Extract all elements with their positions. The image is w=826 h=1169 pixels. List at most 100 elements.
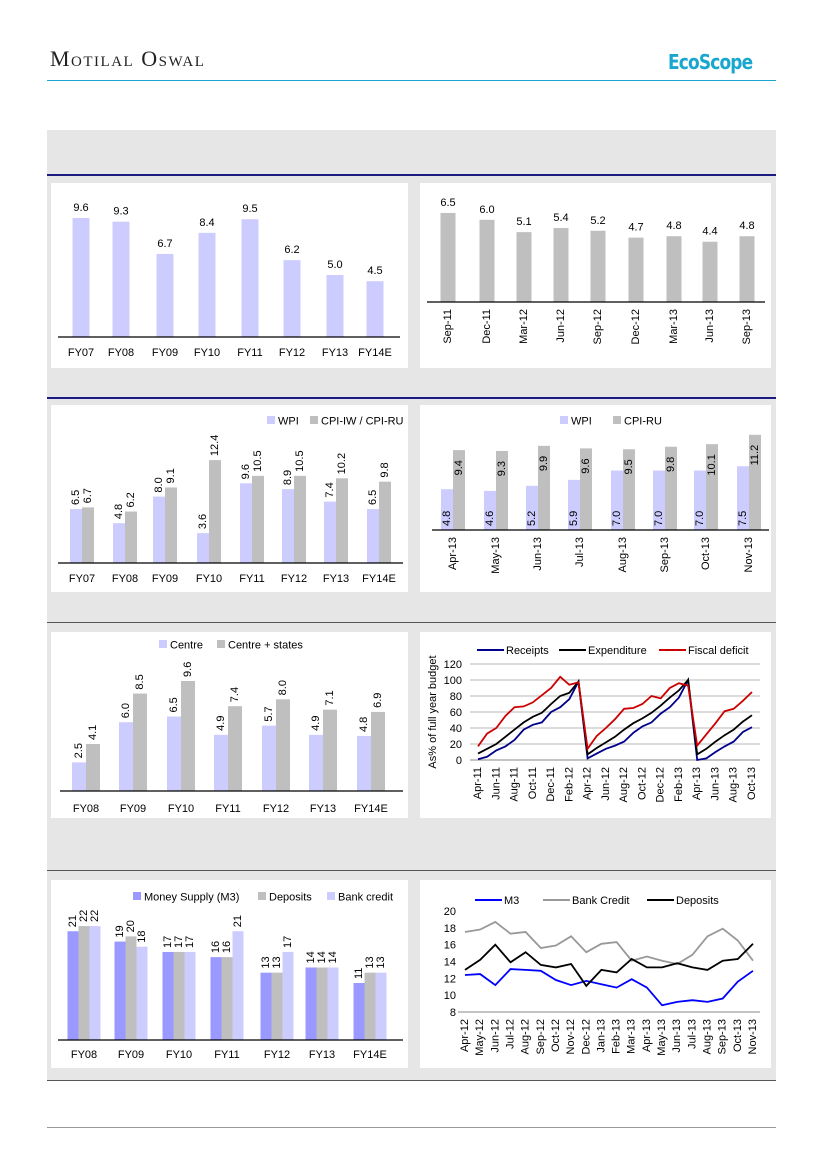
x-tick-label: FY10 (168, 803, 194, 815)
x-tick-label: FY11 (215, 803, 240, 815)
legend-label: Centre (170, 640, 203, 652)
legend-label: WPI (278, 416, 299, 428)
y-tick-label: 10 (444, 990, 456, 1002)
data-label: 13 (364, 956, 376, 968)
bar (262, 725, 276, 791)
series-line-deposits (464, 943, 754, 988)
data-label: 9.5 (242, 203, 257, 215)
data-label: 16 (210, 941, 222, 953)
data-label: 9.3 (496, 461, 508, 476)
bar (653, 470, 665, 530)
x-tick-label: Nov-13 (747, 1019, 759, 1054)
bar (568, 479, 580, 530)
data-label: 8.4 (199, 217, 214, 229)
x-tick-label: FY07 (68, 347, 94, 359)
data-label: 22 (78, 910, 90, 922)
x-tick-label: Jun-12 (600, 767, 612, 801)
data-label: 14 (316, 951, 328, 963)
x-tick-label: Feb-13 (673, 767, 685, 802)
x-tick-label: Mar-13 (668, 309, 680, 344)
data-label: 13 (260, 956, 272, 968)
bar (153, 496, 165, 563)
bar (496, 450, 508, 530)
legend-label: Fiscal deficit (688, 645, 749, 657)
legend-swatch (560, 416, 568, 424)
x-tick-label: Sep-11 (442, 309, 454, 344)
data-label: 13 (271, 956, 283, 968)
x-tick-label: FY13 (322, 347, 348, 359)
bar (252, 475, 264, 563)
bar (228, 706, 242, 791)
bar (440, 212, 456, 302)
bar-chart-2: 6.54.88.03.69.6 8.97.4 6.56.7 6.29.112.410.… (58, 416, 404, 585)
bar (210, 957, 222, 1040)
bar (240, 483, 252, 563)
data-label: 4.9 (310, 716, 322, 731)
data-label: 7.0 (694, 511, 706, 526)
x-tick-label: FY08 (73, 803, 99, 815)
x-tick-label: FY12 (281, 573, 307, 585)
bar (324, 501, 336, 563)
legend-label: Centre + states (228, 640, 303, 652)
data-label: 4.9 (215, 716, 227, 731)
x-tick-label: Sep-13 (741, 309, 753, 344)
line-chart-5: 0 20 40 60 80 100 120 Receipts Expenditure Fiscal… (427, 645, 760, 802)
bar (241, 219, 259, 337)
data-label: 6.5 (440, 197, 455, 209)
bar (114, 941, 126, 1040)
x-tick-label: FY09 (120, 803, 146, 815)
data-label: 14 (327, 951, 339, 963)
ecoscope-logo: EcoScope (668, 50, 753, 74)
bar (232, 931, 244, 1040)
bar (70, 509, 82, 563)
data-label: 4.8 (441, 511, 453, 526)
legend-swatch (310, 416, 318, 424)
data-label: 4.4 (702, 226, 717, 238)
data-label: 7.0 (611, 511, 623, 526)
legend-label: Bank credit (338, 892, 393, 904)
data-label: 9.8 (379, 462, 391, 477)
data-label: 6.9 (372, 693, 384, 708)
bar (706, 444, 718, 530)
data-label: 8.0 (277, 680, 289, 695)
x-tick-label: FY10 (194, 347, 220, 359)
legend-label: WPI (571, 416, 592, 428)
legend-label: Receipts (506, 645, 549, 657)
bar (366, 281, 384, 337)
x-tick-label: Oct-13 (700, 537, 712, 570)
x-tick-label: FY14E (362, 573, 396, 585)
section-divider (47, 397, 776, 399)
data-label: 21 (232, 915, 244, 927)
bar (538, 445, 550, 530)
x-tick-label: Aug-13 (617, 537, 629, 572)
data-label: 7.1 (324, 690, 336, 705)
x-tick-label: Dec-12 (655, 767, 667, 802)
bar (184, 951, 196, 1040)
data-label: 9.8 (665, 457, 677, 472)
bar (516, 232, 532, 302)
bar (336, 478, 348, 563)
data-label: 4.8 (666, 220, 681, 232)
bar (580, 448, 592, 530)
chart-panel-inflation-annual (51, 405, 408, 592)
section-divider (47, 174, 776, 176)
bar (133, 693, 147, 791)
data-label: 10.2 (336, 453, 348, 474)
bar (737, 466, 749, 530)
data-label: 5.9 (568, 511, 580, 526)
bar (165, 487, 177, 563)
bar (739, 236, 755, 302)
data-label: 6.7 (157, 238, 172, 250)
x-tick-label: Nov-12 (565, 1019, 577, 1054)
bar (371, 711, 385, 791)
x-tick-label: FY12 (264, 1049, 290, 1061)
bar (441, 489, 453, 530)
bar (364, 972, 376, 1040)
x-tick-label: Aug-13 (728, 767, 740, 802)
legend-label: Deposits (676, 895, 719, 907)
bar (214, 734, 228, 791)
bar (479, 219, 495, 302)
bar (309, 734, 323, 791)
x-tick-label: Feb-13 (611, 1019, 623, 1054)
bar (294, 475, 306, 563)
